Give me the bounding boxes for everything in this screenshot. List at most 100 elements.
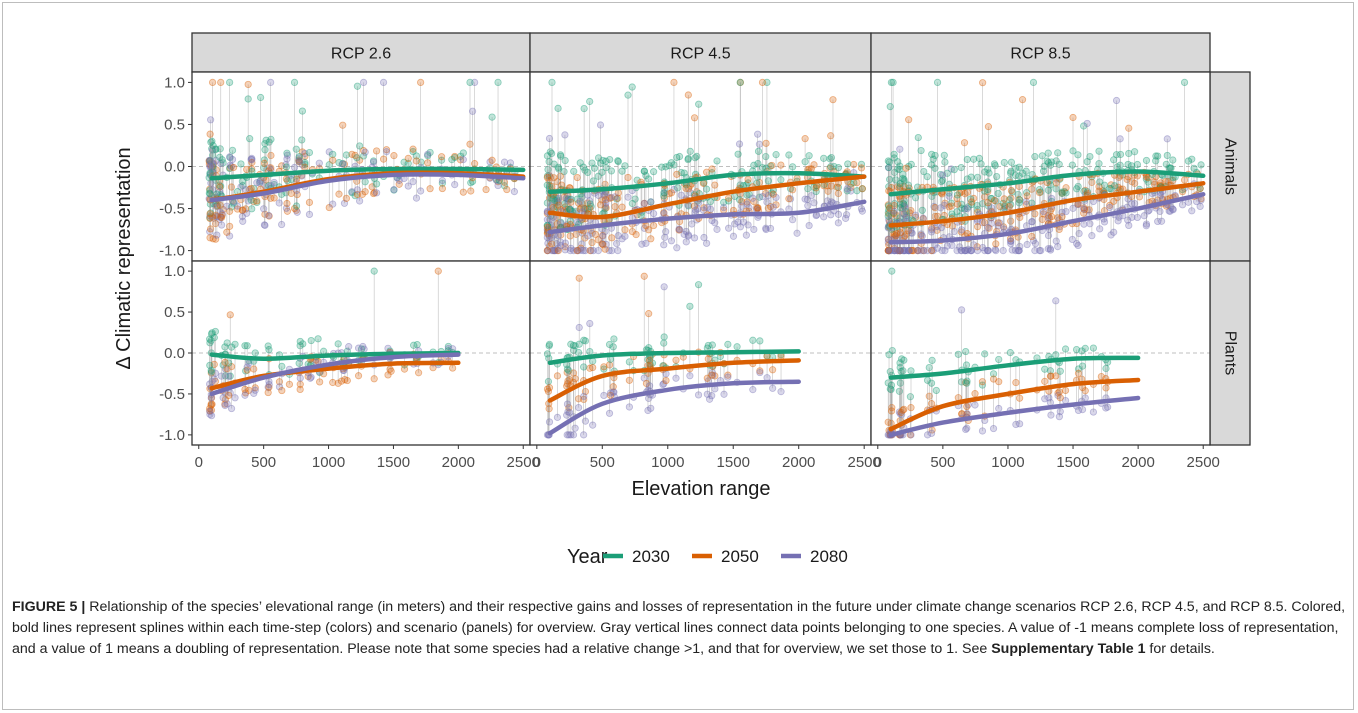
spline-line-2080 bbox=[209, 352, 461, 397]
data-point-2080 bbox=[213, 231, 221, 239]
data-point-2050 bbox=[989, 375, 998, 383]
data-point-2030 bbox=[261, 140, 269, 148]
data-point-2030 bbox=[660, 333, 668, 341]
data-point-2080 bbox=[275, 199, 283, 207]
data-point-2030 bbox=[290, 78, 299, 86]
data-point-2080 bbox=[638, 240, 646, 248]
data-point-2050 bbox=[207, 225, 215, 233]
data-point-2050 bbox=[456, 156, 465, 164]
data-point-2080 bbox=[1016, 242, 1024, 251]
spline-line-2050 bbox=[888, 181, 1206, 228]
data-point-2080 bbox=[943, 242, 951, 250]
data-point-2050 bbox=[628, 227, 636, 236]
data-point-2080 bbox=[261, 221, 269, 229]
data-point-2050 bbox=[743, 198, 751, 206]
data-point-2030 bbox=[734, 150, 742, 158]
data-point-2080 bbox=[1100, 218, 1109, 226]
data-point-2050 bbox=[758, 78, 767, 86]
data-point-2030 bbox=[991, 161, 999, 170]
data-point-2080 bbox=[984, 247, 992, 255]
data-point-2030 bbox=[853, 187, 861, 195]
data-point-2030 bbox=[618, 167, 626, 175]
data-point-2080 bbox=[1169, 206, 1177, 214]
data-point-2080 bbox=[1102, 404, 1110, 412]
data-point-2050 bbox=[210, 360, 218, 368]
data-point-2050 bbox=[900, 405, 908, 413]
data-point-2080 bbox=[1192, 197, 1201, 206]
data-point-2050 bbox=[892, 229, 901, 238]
data-point-2030 bbox=[896, 204, 905, 212]
data-point-2050 bbox=[1054, 214, 1062, 222]
data-point-2080 bbox=[239, 217, 247, 225]
data-point-2080 bbox=[900, 247, 908, 255]
data-point-2030 bbox=[206, 169, 214, 177]
data-point-2050 bbox=[927, 400, 936, 408]
data-point-2030 bbox=[372, 180, 381, 188]
data-point-2030 bbox=[283, 177, 292, 185]
data-point-2080 bbox=[295, 157, 303, 165]
data-point-2080 bbox=[1140, 212, 1148, 220]
y-tick-label: 0.0 bbox=[164, 345, 185, 362]
data-point-2080 bbox=[1165, 207, 1173, 215]
data-point-2080 bbox=[217, 213, 225, 222]
data-point-2050 bbox=[725, 194, 733, 202]
y-axis-title: Δ Climatic representation bbox=[113, 147, 135, 369]
data-point-2080 bbox=[361, 148, 369, 156]
data-point-2050 bbox=[1005, 203, 1013, 211]
data-point-2030 bbox=[758, 164, 767, 172]
data-point-2050 bbox=[223, 228, 231, 236]
data-point-2080 bbox=[923, 431, 932, 439]
data-point-2080 bbox=[1044, 245, 1052, 253]
data-point-2050 bbox=[241, 385, 249, 393]
data-point-2030 bbox=[218, 156, 226, 164]
data-point-2080 bbox=[749, 194, 757, 202]
data-point-2080 bbox=[1014, 247, 1022, 255]
data-point-2050 bbox=[911, 213, 920, 221]
data-point-2030 bbox=[610, 335, 618, 343]
data-point-2080 bbox=[226, 232, 234, 240]
data-point-2080 bbox=[936, 204, 945, 212]
data-point-2080 bbox=[899, 210, 907, 218]
data-point-2050 bbox=[206, 210, 214, 218]
data-point-2030 bbox=[902, 208, 910, 216]
facet-label-rcp-8-5: RCP 8.5 bbox=[1010, 46, 1070, 63]
data-point-2080 bbox=[857, 205, 866, 213]
data-point-2050 bbox=[801, 135, 809, 143]
data-point-2030 bbox=[1054, 149, 1062, 157]
data-point-2080 bbox=[227, 404, 236, 413]
data-point-2080 bbox=[563, 400, 572, 408]
data-point-2080 bbox=[315, 159, 323, 167]
legend-label-2080: 2080 bbox=[810, 547, 848, 566]
data-point-2030 bbox=[914, 133, 922, 142]
data-point-2030 bbox=[1031, 153, 1039, 161]
data-point-2050 bbox=[768, 161, 776, 170]
data-point-2030 bbox=[957, 163, 965, 172]
caption-supplementary-link[interactable]: Supplementary Table 1 bbox=[991, 641, 1146, 657]
data-point-2030 bbox=[957, 204, 966, 212]
data-point-2080 bbox=[953, 247, 961, 255]
data-point-2050 bbox=[961, 190, 969, 198]
data-point-2080 bbox=[225, 372, 233, 380]
data-point-2050 bbox=[708, 165, 716, 173]
data-point-2050 bbox=[573, 247, 581, 255]
data-point-2080 bbox=[749, 386, 757, 394]
data-point-2030 bbox=[1116, 161, 1124, 169]
data-point-2050 bbox=[1110, 197, 1118, 205]
data-point-2030 bbox=[645, 175, 653, 183]
data-point-2080 bbox=[734, 218, 742, 226]
data-point-2030 bbox=[954, 350, 962, 358]
data-point-2030 bbox=[884, 212, 892, 220]
data-point-2050 bbox=[1018, 96, 1027, 104]
data-point-2030 bbox=[548, 78, 556, 86]
data-point-2030 bbox=[827, 163, 835, 171]
data-point-2050 bbox=[253, 197, 261, 205]
data-point-2050 bbox=[667, 189, 676, 197]
data-point-2050 bbox=[250, 365, 258, 373]
data-point-2030 bbox=[625, 358, 633, 366]
data-point-2030 bbox=[993, 172, 1001, 181]
data-point-2080 bbox=[890, 207, 898, 215]
spline-line-2080 bbox=[547, 199, 867, 235]
data-point-2080 bbox=[283, 155, 291, 163]
data-point-2030 bbox=[1106, 184, 1114, 193]
data-point-2030 bbox=[968, 200, 976, 209]
